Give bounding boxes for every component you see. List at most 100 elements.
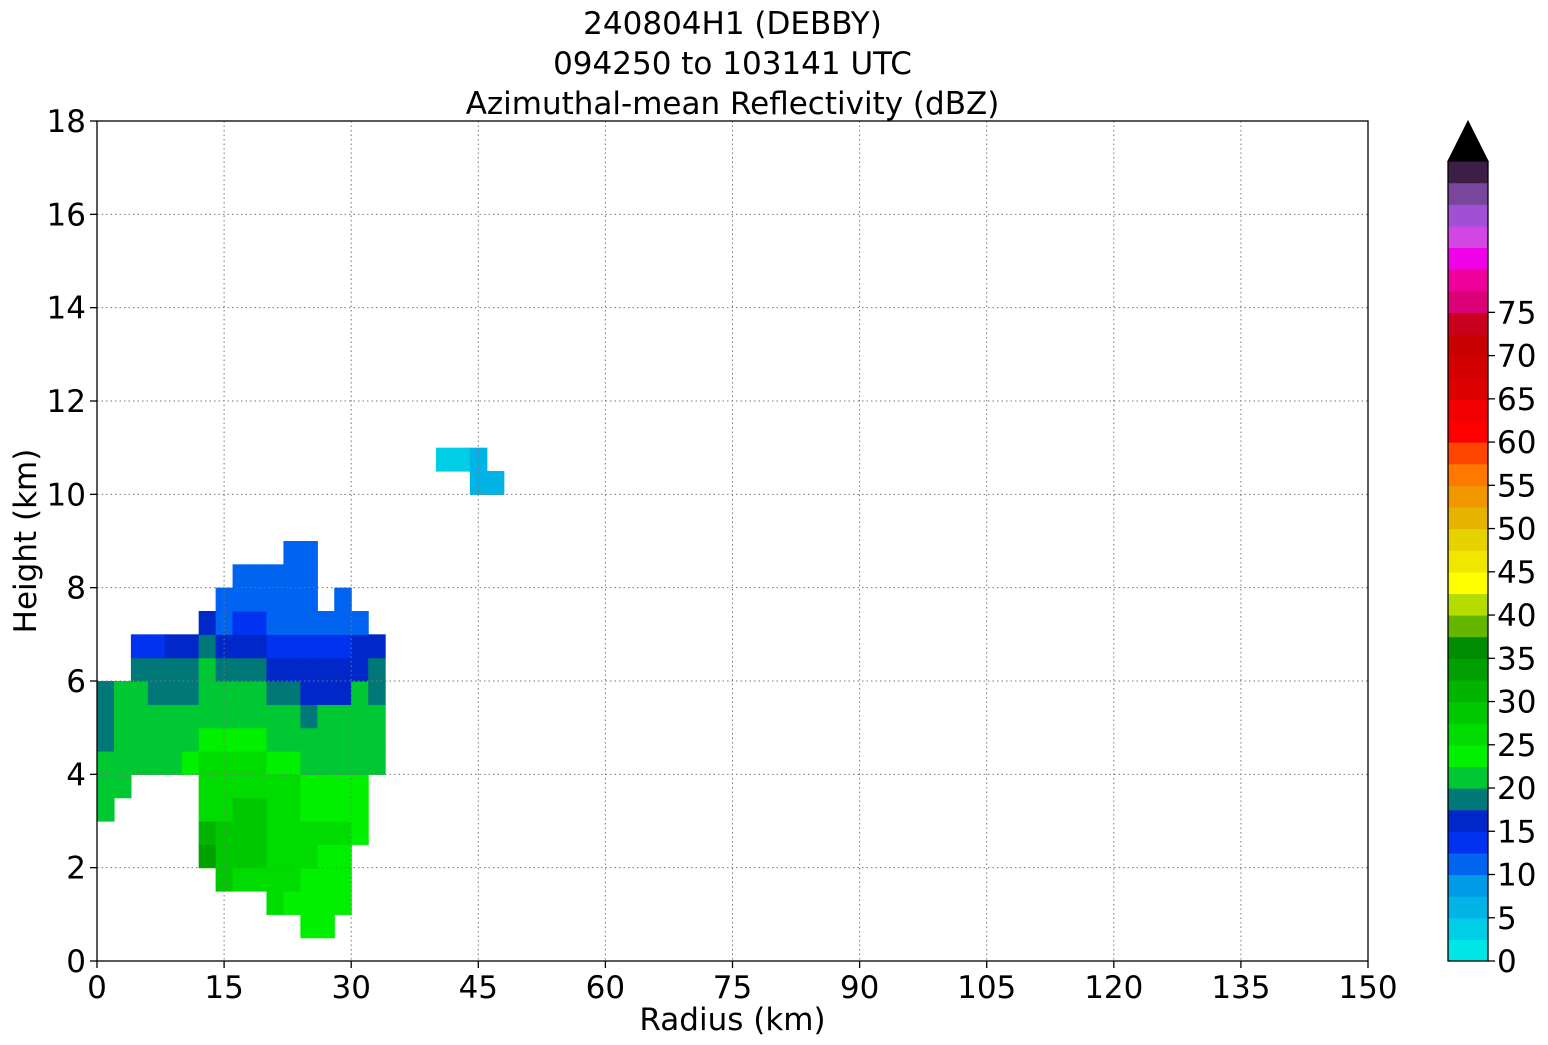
data-cell <box>317 891 335 915</box>
x-tick-label: 135 <box>1211 970 1270 1006</box>
data-cell <box>351 751 369 775</box>
colorbar-segment <box>1448 333 1488 357</box>
data-cell <box>283 844 301 869</box>
colorbar-extend-arrow <box>1447 119 1489 162</box>
x-axis-ticks: 0 15 30 45 60 75 90 105 120 135 150 <box>87 961 1398 1006</box>
data-cell <box>452 447 471 472</box>
y-tick-label: 0 <box>66 944 86 980</box>
data-cell <box>215 844 234 869</box>
colorbar-segment <box>1448 550 1488 573</box>
y-tick-label: 2 <box>66 851 86 887</box>
data-cell <box>249 821 268 845</box>
data-cell <box>283 611 301 635</box>
data-cell <box>317 844 335 869</box>
colorbar-segment <box>1448 809 1488 832</box>
data-cell <box>283 657 301 682</box>
data-cell <box>266 564 285 589</box>
data-cell <box>249 727 268 752</box>
colorbar-tick-label: 5 <box>1497 901 1517 937</box>
data-cell <box>334 797 352 822</box>
x-tick-label: 0 <box>87 970 107 1006</box>
data-cell <box>198 844 217 869</box>
colorbar-segment <box>1448 636 1488 659</box>
data-cell <box>147 657 166 682</box>
data-cell <box>113 751 132 775</box>
colorbar-segment <box>1448 701 1488 724</box>
data-cell <box>317 681 335 705</box>
data-cell <box>300 564 318 589</box>
x-tick-label: 15 <box>204 970 243 1006</box>
colorbar-tick-label: 45 <box>1497 555 1536 591</box>
data-cell <box>266 891 285 915</box>
data-cell <box>300 821 318 845</box>
data-cell <box>164 657 183 682</box>
data-cell <box>181 727 200 752</box>
grid-lines <box>97 121 1368 961</box>
data-cell <box>317 634 335 659</box>
data-cell <box>368 751 386 775</box>
colorbar-tick-label: 10 <box>1497 858 1536 894</box>
data-cell <box>164 681 183 705</box>
data-cell <box>232 611 251 635</box>
data-cell <box>164 634 183 659</box>
colorbar-segment <box>1448 506 1488 530</box>
data-cell <box>198 657 217 682</box>
data-cell <box>130 634 149 659</box>
data-cell <box>469 471 488 495</box>
colorbar-segment <box>1448 247 1488 270</box>
y-tick-label: 10 <box>47 477 86 513</box>
colorbar-segment <box>1448 485 1488 508</box>
data-cell <box>97 727 115 752</box>
data-cell <box>300 704 318 729</box>
x-tick-label: 45 <box>459 970 498 1006</box>
data-cell <box>232 704 251 729</box>
colorbar-tick-label: 25 <box>1497 728 1536 764</box>
colorbar-tick-label: 55 <box>1497 468 1536 504</box>
data-cell <box>283 891 301 915</box>
colorbar: 0 5 10 15 20 25 30 35 40 45 50 55 60 65 70 75 <box>1447 119 1536 980</box>
data-cell <box>113 704 132 729</box>
data-cell <box>300 727 318 752</box>
data-cell <box>215 751 234 775</box>
title-line-1: 240804H1 (DEBBY) <box>583 6 882 42</box>
data-cell <box>317 704 335 729</box>
data-cell <box>300 844 318 869</box>
colorbar-tick-label: 40 <box>1497 598 1536 634</box>
data-cell <box>351 704 369 729</box>
colorbar-segment <box>1448 269 1488 292</box>
colorbar-segment <box>1448 398 1488 422</box>
data-cell <box>266 634 285 659</box>
data-cell <box>147 704 166 729</box>
data-cell <box>334 727 352 752</box>
data-cell <box>334 844 352 869</box>
x-axis-label: Radius (km) <box>639 1002 825 1038</box>
data-cell <box>147 681 166 705</box>
data-cell <box>249 611 268 635</box>
data-cell <box>249 564 268 589</box>
colorbar-tick-label: 50 <box>1497 512 1536 548</box>
data-cell <box>249 797 268 822</box>
data-cell <box>368 657 386 682</box>
colorbar-tick-label: 75 <box>1497 295 1536 331</box>
data-cell <box>283 797 301 822</box>
colorbar-segment <box>1448 917 1488 940</box>
colorbar-segment <box>1448 766 1488 789</box>
data-cell <box>283 821 301 845</box>
data-cell <box>351 611 369 635</box>
data-cell <box>232 797 251 822</box>
data-cell <box>232 657 251 682</box>
data-cell <box>130 751 149 775</box>
x-tick-label: 75 <box>713 970 752 1006</box>
data-cell <box>198 797 217 822</box>
data-cell <box>249 634 268 659</box>
colorbar-tick-label: 30 <box>1497 685 1536 721</box>
data-cell <box>334 611 352 635</box>
data-cell <box>181 704 200 729</box>
data-cell <box>198 751 217 775</box>
data-cell <box>283 774 301 799</box>
data-cell <box>266 587 285 612</box>
data-cell <box>113 681 132 705</box>
colorbar-segment <box>1448 615 1488 638</box>
colorbar-tick-label: 15 <box>1497 814 1536 850</box>
data-cell <box>232 867 251 892</box>
